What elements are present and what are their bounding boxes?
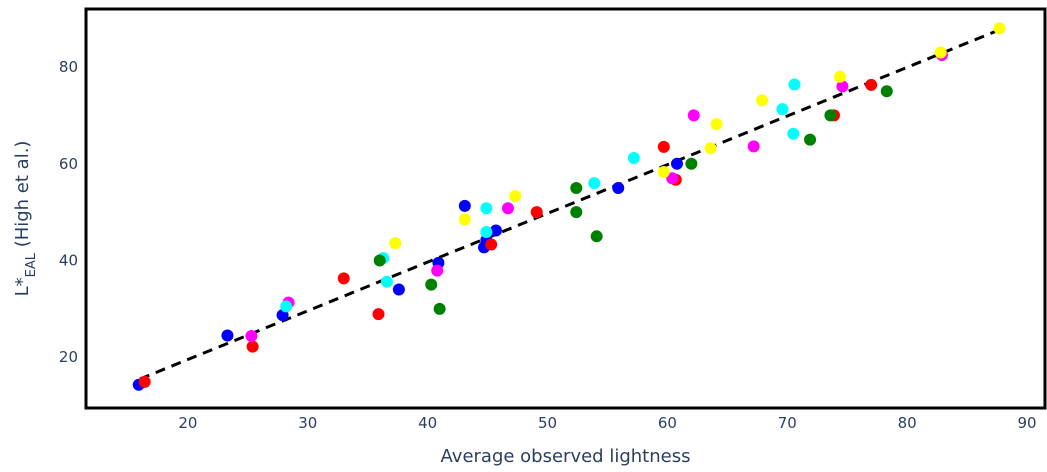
data-point	[788, 78, 801, 91]
data-point	[787, 127, 800, 140]
data-point	[480, 202, 493, 215]
x-tick-label: 50	[538, 414, 557, 432]
data-point	[710, 118, 723, 131]
data-point	[657, 140, 670, 153]
data-point	[670, 157, 683, 170]
data-point	[489, 224, 502, 237]
data-point	[458, 213, 471, 226]
data-point	[501, 202, 514, 215]
x-tick-label: 90	[1017, 414, 1036, 432]
y-axis-ticks: 20 40 60 80	[59, 58, 78, 366]
data-point	[776, 103, 789, 116]
x-tick-label: 60	[658, 414, 677, 432]
data-point	[530, 206, 543, 219]
data-point	[756, 94, 769, 107]
data-point	[612, 181, 625, 194]
data-point	[588, 177, 601, 190]
data-point	[337, 272, 350, 285]
data-point	[704, 142, 717, 155]
data-point	[747, 140, 760, 153]
data-point	[824, 109, 837, 122]
data-point	[834, 70, 847, 83]
data-point	[666, 172, 679, 185]
plot-frame	[84, 7, 1047, 410]
data-point	[687, 109, 700, 122]
data-point	[280, 300, 293, 313]
x-tick-label: 70	[778, 414, 797, 432]
x-tick-label: 80	[898, 414, 917, 432]
y-tick-label: 40	[59, 251, 78, 269]
data-point	[380, 275, 393, 288]
data-point	[138, 375, 151, 388]
data-point	[433, 302, 446, 315]
data-point	[685, 157, 698, 170]
data-point	[389, 237, 402, 250]
data-point	[804, 133, 817, 146]
data-point	[509, 190, 522, 203]
data-point	[570, 206, 583, 219]
x-tick-label: 30	[298, 414, 317, 432]
data-point	[392, 283, 405, 296]
data-point	[657, 165, 670, 178]
data-point	[431, 264, 444, 277]
data-point	[221, 329, 234, 342]
data-point	[865, 78, 878, 91]
x-tick-label: 20	[178, 414, 197, 432]
x-axis-title: Average observed lightness	[441, 446, 691, 467]
y-tick-label: 80	[59, 58, 78, 76]
data-point	[246, 340, 259, 353]
y-tick-label: 20	[59, 348, 78, 366]
data-point	[570, 181, 583, 194]
y-tick-label: 60	[59, 155, 78, 173]
data-point	[880, 85, 893, 98]
x-axis-ticks: 20 30 40 50 60 70 80 90	[178, 414, 1036, 432]
data-point	[425, 278, 438, 291]
data-point	[993, 22, 1006, 35]
data-point	[485, 238, 498, 251]
x-tick-label: 40	[418, 414, 437, 432]
y-axis-title-subscript: EAL	[24, 252, 39, 277]
data-point	[627, 151, 640, 164]
data-point	[458, 199, 471, 212]
data-point	[372, 308, 385, 321]
y-axis-title-main: L*	[12, 277, 33, 296]
data-point	[373, 254, 386, 267]
data-point	[480, 225, 493, 238]
y-axis-title: L*EAL (High et al.)	[12, 141, 39, 297]
data-point	[245, 329, 258, 342]
points-layer	[132, 22, 1006, 391]
data-point	[836, 80, 849, 93]
data-point	[934, 46, 947, 59]
data-point	[590, 230, 603, 243]
y-axis-title-suffix: (High et al.)	[12, 141, 33, 253]
plot-border	[84, 7, 1047, 410]
